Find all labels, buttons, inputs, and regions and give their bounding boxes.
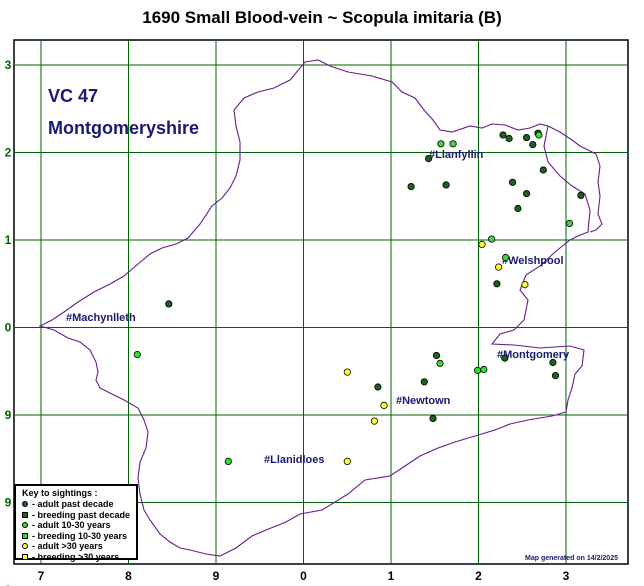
sighting-dot-adult-past-decade: [432, 351, 441, 360]
sighting-dot-adult-past-decade: [429, 414, 437, 423]
sighting-dot-adult-10-30: [535, 131, 543, 139]
key-title: Key to sightings :: [22, 488, 98, 498]
x-tick-label: 3: [563, 569, 570, 583]
sighting-dot-adult-past-decade: [165, 300, 173, 308]
sighting-records: [133, 129, 585, 465]
sighting-dot-adult-gt30: [380, 401, 388, 409]
sighting-dot-adult-10-30: [133, 350, 141, 359]
sighting-dot-adult-past-decade: [522, 190, 531, 198]
x-tick-label: 1: [388, 569, 395, 583]
sighting-dot-adult-past-decade: [551, 371, 560, 380]
y-tick-label: 1: [5, 233, 12, 247]
sighting-dot-adult-past-decade: [499, 131, 507, 139]
sighting-dot-adult-past-decade: [501, 354, 509, 362]
sighting-dot-adult-10-30: [436, 359, 444, 367]
key-item-label: - breeding >30 years: [32, 551, 120, 562]
town-welshpool: #Welshpool: [502, 255, 564, 267]
y-tick-label: 9: [5, 408, 12, 422]
sighting-dot-adult-past-decade: [493, 280, 501, 288]
key-item-adult-10-30: - adult 10-30 years: [22, 520, 136, 531]
key-item-breeding-10-30: - breeding 10-30 years: [22, 531, 136, 542]
dark-green-circle-icon: [22, 501, 28, 508]
town-llanidloes: #Llanidloes: [264, 454, 325, 466]
town-machynlleth: #Machynlleth: [66, 312, 136, 324]
town-montgomery: #Montgomery: [497, 349, 570, 361]
town-labels: #Llanfyllin #Welshpool #Machynlleth #Mon…: [66, 149, 570, 466]
sightings-key: Key to sightings : - adult past decade -…: [14, 484, 138, 563]
sighting-dot-adult-past-decade: [529, 141, 537, 149]
vice-county-code: VC 47: [48, 86, 98, 106]
key-item-label: - breeding past decade: [32, 509, 131, 520]
sighting-dot-adult-past-decade: [420, 378, 428, 386]
x-tick-labels: 7 8 9 0 1 2 3: [38, 569, 570, 583]
y-tick-label: 8: [5, 583, 12, 586]
sighting-dot-adult-past-decade: [549, 358, 557, 367]
sighting-dot-adult-10-30: [565, 219, 574, 227]
y-tick-label: 0: [5, 321, 12, 335]
sighting-dot-adult-10-30: [224, 457, 232, 465]
sighting-dot-adult-past-decade: [508, 178, 517, 186]
sighting-dot-adult-past-decade: [374, 383, 382, 391]
key-item-adult-past-decade: - adult past decade: [22, 499, 136, 510]
map-title: 1690 Small Blood-vein ~ Scopula imitaria…: [142, 8, 502, 27]
sighting-dot-adult-10-30: [501, 253, 510, 262]
x-tick-label: 2: [475, 569, 482, 583]
sighting-dot-adult-past-decade: [514, 204, 522, 213]
sighting-dot-adult-gt30: [370, 417, 378, 425]
sighting-dot-adult-past-decade: [442, 181, 450, 189]
y-tick-label: 3: [5, 58, 12, 72]
sighting-dot-adult-past-decade: [424, 155, 433, 163]
key-item-breeding-gt30: - breeding >30 years: [22, 552, 136, 563]
key-item-label: - breeding 10-30 years: [32, 530, 128, 541]
y-tick-labels: 3 2 1 0 9 9 8: [5, 58, 12, 586]
map-frame: [13, 39, 629, 565]
x-tick-label: 0: [300, 569, 307, 583]
x-tick-label: 9: [213, 569, 220, 583]
sighting-dot-adult-past-decade: [407, 183, 415, 191]
sighting-dot-adult-gt30: [343, 368, 351, 376]
y-tick-label: 9: [5, 496, 12, 510]
key-item-label: - adult past decade: [32, 499, 114, 510]
x-tick-label: 8: [125, 569, 132, 583]
town-newtown: #Newtown: [396, 395, 451, 407]
vice-county-name: Montgomeryshire: [48, 118, 199, 138]
green-square-icon: [22, 532, 28, 539]
key-item-adult-gt30: - adult >30 years: [22, 541, 136, 552]
county-boundary-inlet: [547, 125, 603, 233]
town-llanfyllin: #Llanfyllin: [429, 149, 484, 161]
sighting-dot-adult-10-30: [480, 365, 488, 374]
sighting-dot-adult-past-decade: [539, 166, 547, 174]
sighting-dot-adult-gt30: [521, 280, 529, 289]
sighting-dot-adult-10-30: [449, 140, 457, 148]
key-item-label: - adult >30 years: [32, 541, 103, 552]
sighting-dot-adult-past-decade: [505, 134, 513, 143]
sighting-dot-adult-past-decade: [522, 134, 531, 142]
map-credit: Map generated on 14/2/2025: [525, 555, 618, 562]
county-boundary: [38, 59, 591, 557]
sighting-dot-adult-gt30: [478, 240, 486, 248]
sighting-dot-adult-gt30: [494, 263, 503, 271]
yellow-circle-icon: [22, 543, 28, 550]
x-tick-label: 7: [38, 569, 45, 583]
green-circle-icon: [22, 522, 28, 529]
key-item-breeding-past-decade: - breeding past decade: [22, 510, 136, 521]
yellow-square-icon: [22, 553, 28, 560]
sighting-dot-adult-10-30: [437, 140, 445, 148]
y-tick-label: 2: [5, 146, 12, 160]
sighting-dot-adult-10-30: [487, 235, 496, 243]
sighting-dot-adult-past-decade: [577, 191, 585, 199]
sighting-dot-adult-gt30: [343, 457, 351, 465]
key-item-label: - adult 10-30 years: [32, 520, 111, 531]
dark-green-square-icon: [22, 511, 28, 518]
sighting-dot-adult-10-30: [473, 366, 482, 374]
grid-lines: [14, 40, 628, 564]
